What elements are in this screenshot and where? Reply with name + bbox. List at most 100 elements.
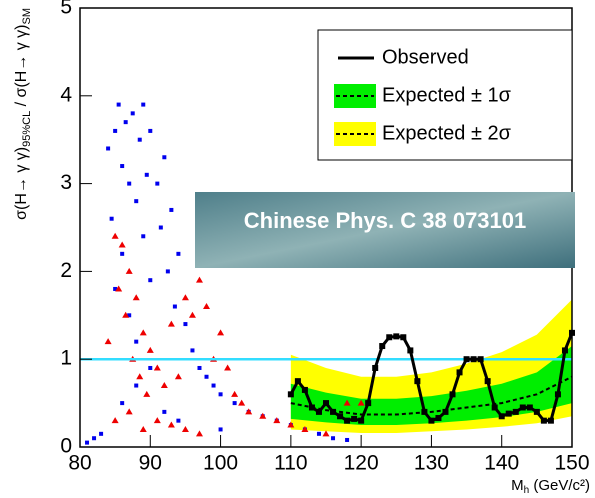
scatter-point (181, 425, 189, 432)
x-tick-label: 130 (414, 452, 449, 475)
observed-point (547, 417, 554, 424)
scatter-point (113, 286, 118, 291)
scatter-point (123, 120, 128, 125)
scatter-point (118, 241, 126, 248)
observed-point (491, 404, 498, 411)
scatter-point (141, 234, 146, 239)
scatter-point (127, 181, 132, 186)
scatter-point (203, 303, 211, 310)
observed-point (470, 356, 477, 363)
scatter-point (160, 382, 168, 389)
scatter-point (104, 338, 112, 345)
observed-point (323, 400, 329, 407)
observed-point (379, 343, 386, 350)
y-tick-label: 2 (60, 259, 72, 282)
scatter-point (148, 128, 153, 133)
observed-point (519, 404, 526, 411)
scatter-point (174, 373, 182, 380)
observed-point (498, 413, 505, 420)
scatter-point (204, 374, 209, 379)
annotation: Chinese Phys. C 38 073101 (244, 208, 527, 233)
x-tick-label: 120 (344, 452, 379, 475)
y-tick-label: 5 (60, 0, 72, 19)
scatter-point (122, 311, 130, 318)
x-tick-label: 110 (274, 452, 307, 475)
scatter-point (130, 111, 135, 116)
observed-point (365, 400, 372, 407)
expected-line (290, 375, 573, 416)
observed-point (315, 408, 322, 415)
scatter-point (188, 311, 196, 318)
scatter-point (190, 348, 195, 353)
scatter-point (120, 251, 125, 256)
scatter-point (218, 427, 223, 432)
scatter-point (357, 399, 365, 406)
x-tick-label: 80 (68, 452, 91, 475)
scatter-point (301, 425, 309, 432)
scatter-point (137, 137, 142, 142)
scatter-point (134, 199, 139, 204)
scatter-point (106, 146, 111, 151)
legend-label: Observed (382, 46, 469, 68)
observed-point (330, 408, 337, 415)
scatter-point (146, 346, 154, 353)
scatter-point (259, 412, 267, 419)
scatter-point (331, 436, 336, 441)
scatter-point (232, 401, 237, 406)
scatter-point (231, 390, 239, 397)
observed-point (449, 391, 456, 398)
scatter-point (116, 102, 121, 107)
observed-point (414, 378, 421, 385)
scatter-point (197, 365, 202, 370)
scatter-point (134, 383, 139, 388)
observed-point (372, 364, 379, 371)
observed-point (407, 347, 414, 354)
scatter-point (245, 408, 253, 415)
observed-point (540, 417, 547, 424)
observed-point (435, 415, 442, 422)
scatter-point (211, 383, 216, 388)
scatter-point (195, 430, 203, 437)
scatter-point (120, 401, 125, 406)
y-axis-label: σ(H→ γ γ)95%CL / σ(H→ γ γ)SM (13, 8, 33, 220)
legend-label: Expected ± 2σ (382, 122, 512, 144)
x-tick-label: 90 (139, 452, 162, 475)
scatter-point (322, 430, 330, 437)
scatter-point (165, 269, 170, 274)
scatter-point (85, 440, 90, 445)
scatter-point (99, 431, 104, 436)
scatter-point (345, 437, 350, 442)
y-tick-label: 0 (60, 435, 72, 458)
legend-swatch (334, 122, 376, 146)
observed-point (308, 404, 315, 411)
scatter-point (217, 329, 225, 336)
scatter-point (195, 276, 203, 283)
scatter-point (109, 216, 114, 221)
observed-point (554, 391, 561, 398)
scatter-point (127, 313, 132, 318)
scatter-point (139, 425, 147, 432)
scatter-point (155, 181, 160, 186)
observed-point (393, 333, 400, 340)
scatter-point (148, 278, 153, 283)
observed-point (456, 369, 463, 376)
observed-point (533, 408, 540, 415)
scatter-point (115, 285, 123, 292)
scatter-point (158, 225, 163, 230)
scatter-point (153, 364, 161, 371)
scatter-point (176, 418, 181, 423)
scatter-point (224, 364, 232, 371)
scatter-point (136, 373, 144, 380)
scatter-point (181, 294, 189, 301)
observed-point (428, 417, 435, 424)
observed-point (287, 391, 294, 398)
observed-point (442, 408, 449, 415)
scatter-point (162, 409, 167, 414)
observed-point (421, 408, 428, 415)
scatter-point (218, 392, 223, 397)
x-axis-label: Mh (GeV/c²) (511, 477, 590, 496)
scatter-point (120, 164, 125, 169)
observed-point (386, 334, 393, 341)
observed-point (484, 378, 491, 385)
observed-point (561, 347, 568, 354)
